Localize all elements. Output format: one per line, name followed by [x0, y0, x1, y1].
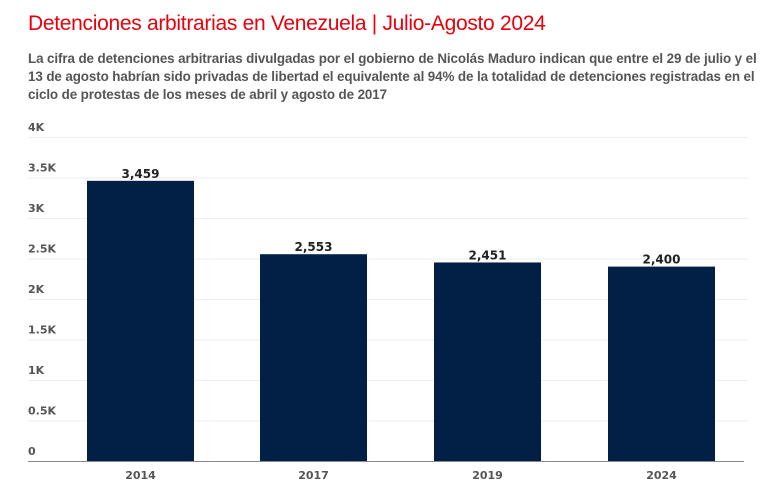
bar-2017 [260, 254, 367, 461]
bar-2014 [87, 180, 194, 462]
y-tick-label: 0 [28, 445, 36, 458]
data-labels: 3,459 2,553 2,451 2,400 [122, 167, 681, 267]
x-tick-label: 2014 [125, 469, 156, 482]
bar-2019 [434, 262, 541, 461]
y-tick-label: 3.5K [28, 162, 56, 175]
y-tick-label: 0.5K [28, 405, 56, 418]
x-tick-label: 2019 [472, 469, 503, 482]
bar-2024 [608, 266, 715, 461]
x-axis-ticks: 2014 2017 2019 2024 [125, 469, 677, 482]
y-tick-label: 3K [28, 202, 45, 215]
data-label: 2,451 [469, 248, 507, 262]
y-tick-label: 4K [28, 121, 45, 134]
y-tick-label: 2K [28, 283, 45, 296]
chart-title: Detenciones arbitrarias en Venezuela | J… [28, 12, 546, 35]
y-tick-label: 1.5K [28, 324, 56, 337]
x-tick-label: 2024 [646, 469, 677, 482]
data-label: 2,553 [295, 240, 333, 254]
data-label: 2,400 [643, 253, 681, 267]
chart-subtitle: La cifra de detenciones arbitrarias divu… [28, 51, 757, 102]
x-tick-label: 2017 [298, 469, 329, 482]
bars [87, 180, 715, 462]
data-label: 3,459 [122, 167, 160, 181]
y-tick-label: 1K [28, 364, 45, 377]
y-axis-ticks: 0 0.5K 1K 1.5K 2K 2.5K 3K 3.5K 4K [28, 121, 56, 458]
y-tick-label: 2.5K [28, 243, 56, 256]
